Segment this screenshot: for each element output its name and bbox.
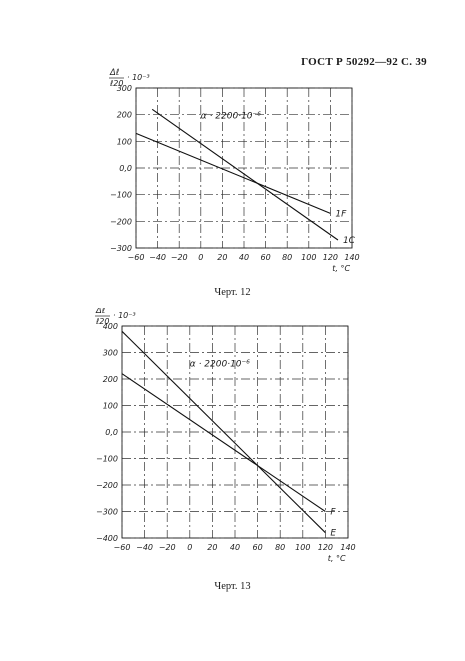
chart2-y-tick-label: −200 [96, 481, 118, 490]
chart1-x-tick-label: 40 [239, 253, 249, 262]
chart1-ylabel-scale: · 10⁻³ [127, 73, 150, 82]
chart-13-caption: Черт. 13 [214, 581, 251, 592]
chart1-xlabel: t, °C [332, 264, 350, 273]
chart1-x-tick-label: 140 [344, 253, 359, 262]
chart1-series-line-1 [135, 132, 331, 214]
chart2-ylabel-bottom: ℓ20 [95, 317, 109, 326]
chart2-ylabel-top: Δℓ [95, 308, 105, 316]
chart1-y-tick-label: −300 [110, 244, 132, 253]
chart2-frame [121, 325, 349, 539]
chart1-y-tick-label: 200 [117, 111, 132, 120]
chart2-y-tick-label: 100 [103, 402, 118, 411]
chart1-y-tick-label: 100 [117, 137, 132, 146]
chart2-x-tick-label: 0 [187, 543, 192, 552]
chart1-y-tick-label: 300 [117, 84, 132, 93]
chart2-x-tick-label: 20 [207, 543, 217, 552]
chart1-x-tick-label: 0 [198, 253, 203, 262]
chart-12: −60 −40 −20 0 20 40 60 80 100 120 1403002001000,0−… [109, 68, 360, 273]
chart1-ylabel-bottom: ℓ20 [109, 79, 123, 88]
chart-12-caption: Черт. 12 [214, 287, 251, 298]
chart2-x-tick-label: −60 [114, 543, 131, 552]
chart2-series-line-2 [121, 330, 326, 534]
chart2-y-tick-label: −100 [96, 455, 118, 464]
chart1-series-label-2: 1C [343, 236, 356, 246]
chart2-y-tick-label: 200 [103, 375, 118, 384]
chart2-series-line-1 [121, 373, 326, 512]
chart1-x-tick-label: 100 [301, 253, 316, 262]
chart2-y-tick-label: −400 [96, 534, 118, 543]
chart2-x-tick-label: 120 [318, 543, 333, 552]
chart1-annotation: α · 2200·10⁻⁶ [201, 111, 261, 121]
chart1-y-tick-label: 0,0 [119, 164, 132, 173]
chart2-series-label-1: F [330, 508, 336, 518]
chart2-x-tick-label: 80 [275, 543, 285, 552]
chart2-y-tick-label: −300 [96, 508, 118, 517]
chart-13: −60 −40 −20 0 20 40 60 80 100 120 1404003002001000… [95, 308, 356, 563]
chart1-x-tick-label: 20 [217, 253, 227, 262]
chart1-x-tick-label: −20 [171, 253, 188, 262]
chart2-x-tick-label: 60 [253, 543, 263, 552]
chart2-x-tick-label: 140 [340, 543, 355, 552]
chart2-x-tick-label: −20 [159, 543, 176, 552]
chart1-x-tick-label: 120 [323, 253, 338, 262]
chart1-y-tick-label: −200 [110, 217, 132, 226]
chart2-x-tick-label: 40 [230, 543, 240, 552]
chart2-annotation: α · 2200·10⁻⁶ [190, 359, 250, 369]
chart2-x-tick-label: −40 [136, 543, 153, 552]
chart2-y-tick-label: 300 [103, 349, 118, 358]
chart1-series-label-1: 1F [335, 209, 347, 219]
chart1-x-tick-label: −60 [128, 253, 145, 262]
chart1-series-line-2 [151, 108, 339, 241]
page-header: ГОСТ Р 50292—92 С. 39 [301, 56, 427, 68]
chart2-y-tick-label: 0,0 [105, 428, 118, 437]
chart1-ylabel-top: Δℓ [109, 68, 119, 78]
chart2-ylabel-scale: · 10⁻³ [113, 311, 136, 320]
chart2-xlabel: t, °C [328, 554, 346, 563]
chart1-x-tick-label: 80 [282, 253, 292, 262]
chart2-x-tick-label: 100 [295, 543, 310, 552]
chart1-y-tick-label: −100 [110, 191, 132, 200]
chart1-x-tick-label: 60 [261, 253, 271, 262]
chart1-frame [135, 87, 353, 249]
chart2-y-tick-label: 400 [103, 322, 118, 331]
chart1-x-tick-label: −40 [149, 253, 166, 262]
chart2-series-label-2: E [330, 529, 336, 539]
